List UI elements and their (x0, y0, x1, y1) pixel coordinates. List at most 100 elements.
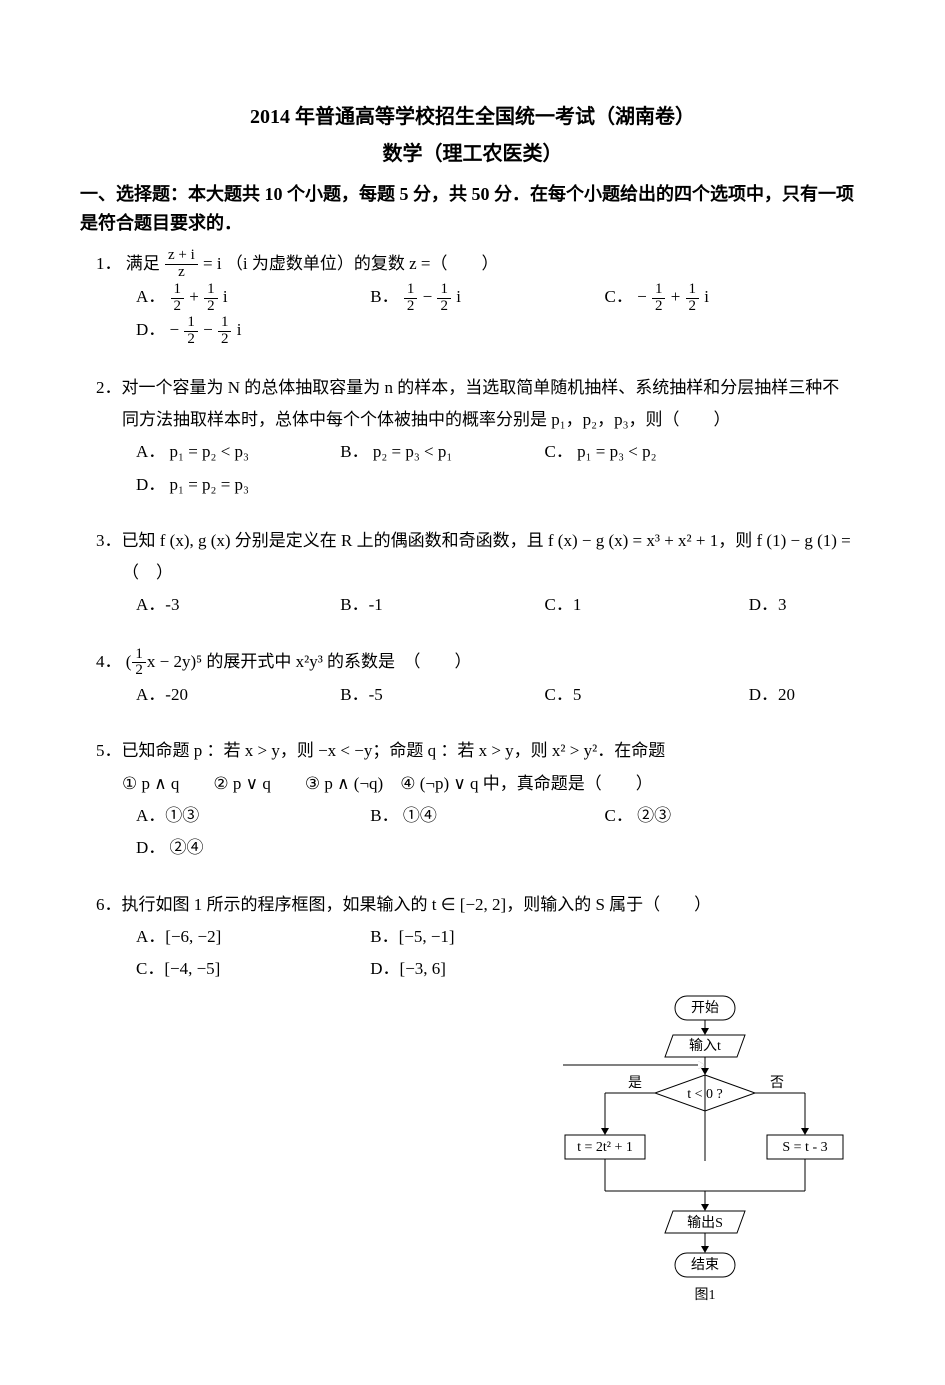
q1-text-b: = i （i 为虚数单位）的复数 z =（ ） (203, 254, 498, 273)
q3-choice-a: A．-3 (136, 589, 296, 621)
q1-b-tail: i (456, 287, 461, 306)
q4-choice-c: C．5 (545, 679, 705, 711)
q1-choice-a: A． 12 + 12 i (136, 281, 326, 314)
q5-stem-line1: 5．已知命题 p ：若 x > y，则 −x < −y；命题 q ：若 x > … (80, 735, 865, 767)
q5-choices: A．①③ B． ①④ C． ②③ D． ②④ (80, 800, 865, 865)
q1-c-pre: − (637, 287, 647, 306)
fc-start-text: 开始 (691, 1000, 719, 1016)
q5-choice-c: C． ②③ (605, 800, 795, 832)
frac-den: 2 (404, 299, 418, 315)
q5-stem-line2: ① p ∧ q ② p ∨ q ③ p ∧ (¬q) ④ (¬p) ∨ q 中，… (80, 768, 865, 800)
q3-stem-line2: （ ） (80, 557, 865, 589)
q6-stem: 6．执行如图 1 所示的程序框图，如果输入的 t ∈ [−2, 2]，则输入的 … (80, 889, 865, 921)
q5-choice-d: D． ②④ (136, 832, 204, 864)
frac-num: 1 (437, 282, 451, 299)
q1-number: 1． (96, 254, 122, 273)
q1-c-tail: i (704, 287, 709, 306)
q1-a-label: A． (136, 287, 165, 306)
frac-num: 1 (404, 282, 418, 299)
q6-choices-row1: A．[−6, −2] B．[−5, −1] (80, 921, 865, 953)
q2-line1-text: 对一个容量为 N 的总体抽取容量为 n 的样本，当选取简单随机抽样、系统抽样和分… (122, 378, 840, 397)
frac-den: 2 (686, 299, 700, 315)
q2-choice-c: C． p₁ = p₃ < p₂ (545, 436, 705, 468)
fc-input-text: 输入t (689, 1038, 721, 1054)
q4-stem: 4． (12x − 2y)⁵ 的展开式中 x²y³ 的系数是 （ ） (80, 646, 865, 679)
q1-b-label: B． (370, 287, 398, 306)
q2-choice-a: A． p₁ = p₂ < p₃ (136, 436, 296, 468)
q5-choice-b: B． ①④ (370, 800, 560, 832)
q3-choice-d: D．3 (749, 589, 787, 621)
fc-left-text: t = 2t² + 1 (577, 1140, 633, 1155)
q6-stem-text: 执行如图 1 所示的程序框图，如果输入的 t ∈ [−2, 2]，则输入的 S … (122, 895, 712, 914)
q4-choice-a: A．-20 (136, 679, 296, 711)
q2-number: 2． (96, 378, 122, 397)
q1-d-tail: i (237, 320, 242, 339)
frac-den: 2 (132, 663, 146, 679)
q1-d-pre: − (170, 320, 180, 339)
q1-stem: 1． 满足 z + i z = i （i 为虚数单位）的复数 z =（ ） (80, 248, 865, 281)
frac-den: 2 (218, 332, 232, 348)
plus-sign: + (189, 287, 203, 306)
section-1-heading: 一、选择题：本大题共 10 个小题，每题 5 分，共 50 分．在每个小题给出的… (80, 180, 865, 238)
q6-choice-a: A．[−6, −2] (136, 921, 326, 953)
q4-frac: 12 (132, 647, 146, 680)
q1-frac: z + i z (165, 248, 198, 281)
question-1: 1． 满足 z + i z = i （i 为虚数单位）的复数 z =（ ） A．… (80, 248, 865, 348)
q1-d-label: D． (136, 320, 165, 339)
q2-choice-b: B． p₂ = p₃ < p₁ (340, 436, 500, 468)
question-4: 4． (12x − 2y)⁵ 的展开式中 x²y³ 的系数是 （ ） A．-20… (80, 646, 865, 712)
q1-choice-c: C． − 12 + 12 i (605, 281, 795, 314)
frac-den: 2 (437, 299, 451, 315)
fc-right-text: S = t - 3 (782, 1140, 827, 1155)
q4-choice-b: B．-5 (340, 679, 500, 711)
question-3: 3．已知 f (x), g (x) 分别是定义在 R 上的偶函数和奇函数，且 f… (80, 525, 865, 622)
frac-num: 1 (184, 315, 198, 332)
q6-choice-d: D．[−3, 6] (370, 953, 530, 985)
q1-c-label: C． (605, 287, 633, 306)
frac-den: 2 (184, 332, 198, 348)
exam-subtitle: 数学（理工农医类） (80, 137, 865, 166)
flowchart-svg: 开始 输入t t < 0 ? 是 否 (545, 991, 865, 1321)
q3-choice-b: B．-1 (340, 589, 500, 621)
q4-number: 4． (96, 652, 122, 671)
question-2: 2．对一个容量为 N 的总体抽取容量为 n 的样本，当选取简单随机抽样、系统抽样… (80, 372, 865, 501)
q1-choices: A． 12 + 12 i B． 12 − 12 i C． − 12 + 12 i (80, 281, 865, 348)
frac-den: 2 (171, 299, 185, 315)
frac-num: 1 (132, 647, 146, 664)
q1-a-tail: i (223, 287, 228, 306)
q3-choice-c: C．1 (545, 589, 705, 621)
q4-choice-d: D．20 (749, 679, 795, 711)
q4-choices: A．-20 B．-5 C．5 D．20 (80, 679, 865, 711)
q4-text-a: ( (126, 652, 132, 671)
fc-yes-label: 是 (628, 1076, 642, 1091)
q6-choice-b: B．[−5, −1] (370, 921, 530, 953)
q1-choice-b: B． 12 − 12 i (370, 281, 560, 314)
exam-title: 2014 年普通高等学校招生全国统一考试（湖南卷） (80, 100, 865, 129)
frac-den: 2 (652, 299, 666, 315)
page: 2014 年普通高等学校招生全国统一考试（湖南卷） 数学（理工农医类） 一、选择… (0, 0, 945, 1385)
q3-choices: A．-3 B．-1 C．1 D．3 (80, 589, 865, 621)
question-5: 5．已知命题 p ：若 x > y，则 −x < −y；命题 q ：若 x > … (80, 735, 865, 864)
frac-num: 1 (204, 282, 218, 299)
minus-sign: − (423, 287, 437, 306)
fc-caption: 图1 (695, 1288, 716, 1303)
q6-choices-row2: C．[−4, −5] D．[−3, 6] (80, 953, 865, 985)
q1-text-a: 满足 (126, 254, 164, 273)
plus-sign: + (671, 287, 685, 306)
question-6: 6．执行如图 1 所示的程序框图，如果输入的 t ∈ [−2, 2]，则输入的 … (80, 889, 865, 1322)
q1-frac-num: z + i (165, 248, 198, 265)
q5-number: 5． (96, 741, 122, 760)
q1-choice-d: D． − 12 − 12 i (136, 314, 241, 347)
q2-stem-line2: 同方法抽取样本时，总体中每个个体被抽中的概率分别是 p₁，p₂，p₃，则（ ） (80, 404, 865, 436)
q2-choice-d: D． p₁ = p₂ = p₃ (136, 469, 249, 501)
q6-number: 6． (96, 895, 122, 914)
frac-num: 1 (686, 282, 700, 299)
q6-choice-c: C．[−4, −5] (136, 953, 326, 985)
frac-num: 1 (218, 315, 232, 332)
fc-no-label: 否 (770, 1076, 784, 1091)
minus-sign: − (203, 320, 217, 339)
frac-den: 2 (204, 299, 218, 315)
q5-choice-a: A．①③ (136, 800, 326, 832)
q2-stem-line1: 2．对一个容量为 N 的总体抽取容量为 n 的样本，当选取简单随机抽样、系统抽样… (80, 372, 865, 404)
q3-stem-line1: 3．已知 f (x), g (x) 分别是定义在 R 上的偶函数和奇函数，且 f… (80, 525, 865, 557)
